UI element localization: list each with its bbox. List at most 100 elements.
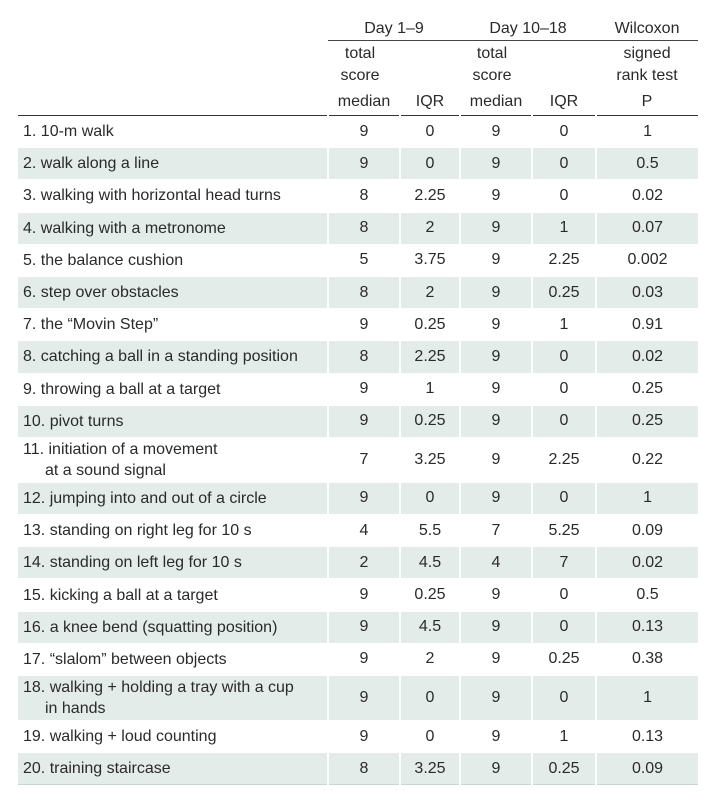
row-label: 10. pivot turns xyxy=(18,405,328,438)
cell-median-2: 9 xyxy=(459,308,532,342)
row-label-line: 17. “slalom” between objects xyxy=(23,650,227,668)
row-label: 11. initiation of a movement at a sound s… xyxy=(18,437,328,483)
cell-p: 0.5 xyxy=(595,147,699,181)
cell-median-2: 9 xyxy=(459,244,532,277)
cell-p: 1 xyxy=(595,675,699,721)
header-group-wilcoxon: Wilcoxon xyxy=(596,14,699,41)
cell-median-2: 9 xyxy=(459,482,532,516)
cell-median-1: 9 xyxy=(327,578,400,612)
cell-iqr-1: 5.5 xyxy=(399,514,460,548)
cell-iqr-1: 2 xyxy=(399,212,460,245)
header-sub-day1-9: total score xyxy=(328,41,460,90)
cell-median-1: 9 xyxy=(327,308,400,342)
header-group-day10-18: Day 10–18 xyxy=(460,14,597,41)
cell-p: 0.91 xyxy=(595,308,699,342)
table-row: 8. catching a ball in a standing positio… xyxy=(18,340,699,374)
row-label-line-2: in hands xyxy=(45,700,106,717)
cell-median-1: 5 xyxy=(327,244,400,277)
cell-median-1: 9 xyxy=(327,611,400,644)
row-label-line: 4. walking with a metronome xyxy=(23,219,226,237)
table-header: Day 1–9 Day 10–18 Wilcoxon total score t… xyxy=(18,14,699,116)
cell-median-1: 9 xyxy=(327,675,400,721)
table-row: 16. a knee bend (squatting position) 9 4.5… xyxy=(18,611,699,644)
cell-iqr-1: 0 xyxy=(399,115,460,149)
cell-iqr-1: 0 xyxy=(399,720,460,754)
cell-median-2: 9 xyxy=(459,643,532,677)
cell-iqr-1: 4.5 xyxy=(399,611,460,644)
cell-iqr-2: 0 xyxy=(530,675,597,721)
cell-median-1: 9 xyxy=(327,373,400,406)
table-row: 14. standing on left leg for 10 s 2 4.5 4 7 0… xyxy=(18,546,699,580)
cell-iqr-1: 3.75 xyxy=(399,244,460,277)
cell-median-2: 9 xyxy=(459,675,532,721)
header-sub-wilcoxon: signed rank test xyxy=(596,41,698,90)
cell-median-1: 9 xyxy=(327,643,400,677)
cell-iqr-2: 0.25 xyxy=(530,752,597,786)
cell-iqr-1: 0 xyxy=(399,675,460,721)
row-label-line: 1. 10-m walk xyxy=(23,123,114,141)
cell-iqr-2: 0 xyxy=(530,340,597,374)
cell-median-1: 7 xyxy=(327,437,400,483)
cell-iqr-1: 4.5 xyxy=(399,546,460,580)
cell-iqr-2: 7 xyxy=(530,546,597,580)
cell-p: 0.13 xyxy=(595,720,699,754)
cell-iqr-2: 0 xyxy=(530,405,597,438)
cell-iqr-2: 2.25 xyxy=(530,244,597,277)
row-label-line: 18. walking + holding a tray with a cup xyxy=(23,679,294,696)
cell-p: 0.02 xyxy=(595,340,699,374)
cell-iqr-2: 0 xyxy=(530,611,597,644)
cell-iqr-2: 5.25 xyxy=(530,514,597,548)
table-row: 3. walking with horizontal head turns 8 2.… xyxy=(18,179,699,213)
header-sub-wilcoxon-text: signed rank test xyxy=(616,45,678,84)
header-spacer xyxy=(18,89,328,116)
table-row: 12. jumping into and out of a circle 9 0 9 0… xyxy=(18,482,699,516)
table-row: 7. the “Movin Step” 9 0.25 9 1 0.91 xyxy=(18,308,699,342)
cell-iqr-1: 2 xyxy=(399,276,460,310)
cell-median-1: 8 xyxy=(327,276,400,310)
cell-iqr-2: 0 xyxy=(530,115,597,149)
header-col-iqr-1: IQR xyxy=(400,89,460,116)
cell-median-1: 8 xyxy=(327,212,400,245)
cell-p: 0.02 xyxy=(595,179,699,213)
row-label-line: 5. the balance cushion xyxy=(23,251,184,269)
row-label-line: 7. the “Movin Step” xyxy=(23,316,159,334)
table-body: 1. 10-m walk 9 0 9 0 1 2. walk along a line 9 0 9… xyxy=(18,115,699,786)
row-label: 3. walking with horizontal head turns xyxy=(18,179,328,213)
cell-median-2: 9 xyxy=(459,212,532,245)
row-label: 12. jumping into and out of a circle xyxy=(18,482,328,516)
row-label-line: 6. step over obstacles xyxy=(23,284,179,302)
cell-median-2: 9 xyxy=(459,578,532,612)
table-row: 20. training staircase 8 3.25 9 0.25 0.09 xyxy=(18,752,699,786)
cell-iqr-1: 0 xyxy=(399,482,460,516)
header-sub-day10-18: total score xyxy=(460,41,596,90)
cell-p: 0.09 xyxy=(595,514,699,548)
cell-iqr-2: 0.25 xyxy=(530,276,597,310)
cell-iqr-1: 0.25 xyxy=(399,578,460,612)
cell-iqr-1: 3.25 xyxy=(399,437,460,483)
cell-median-1: 9 xyxy=(327,405,400,438)
cell-iqr-2: 1 xyxy=(530,212,597,245)
cell-median-2: 9 xyxy=(459,373,532,406)
header-sub-day1-9-text: total score xyxy=(340,45,380,84)
row-label-line: 20. training staircase xyxy=(23,760,171,778)
header-col-p: P xyxy=(596,89,699,116)
table-row: 4. walking with a metronome 8 2 9 1 0.07 xyxy=(18,212,699,245)
table-row: 19. walking + loud counting 9 0 9 1 0.13 xyxy=(18,720,699,754)
cell-p: 0.07 xyxy=(595,212,699,245)
table-row: 6. step over obstacles 8 2 9 0.25 0.03 xyxy=(18,276,699,310)
cell-iqr-1: 2.25 xyxy=(399,179,460,213)
cell-p: 0.002 xyxy=(595,244,699,277)
cell-p: 1 xyxy=(595,115,699,149)
cell-median-1: 2 xyxy=(327,546,400,580)
table-row: 13. standing on right leg for 10 s 4 5.5 7 5… xyxy=(18,514,699,548)
cell-p: 0.02 xyxy=(595,546,699,580)
cell-iqr-2: 0 xyxy=(530,179,597,213)
row-label-line: 12. jumping into and out of a circle xyxy=(23,489,267,507)
table-row: 10. pivot turns 9 0.25 9 0 0.25 xyxy=(18,405,699,438)
cell-p: 0.38 xyxy=(595,643,699,677)
table-row: 2. walk along a line 9 0 9 0 0.5 xyxy=(18,147,699,181)
row-label: 6. step over obstacles xyxy=(18,276,328,310)
header-group-day1-9: Day 1–9 xyxy=(328,14,460,41)
row-label-line: 2. walk along a line xyxy=(23,155,160,173)
cell-iqr-1: 2 xyxy=(399,643,460,677)
